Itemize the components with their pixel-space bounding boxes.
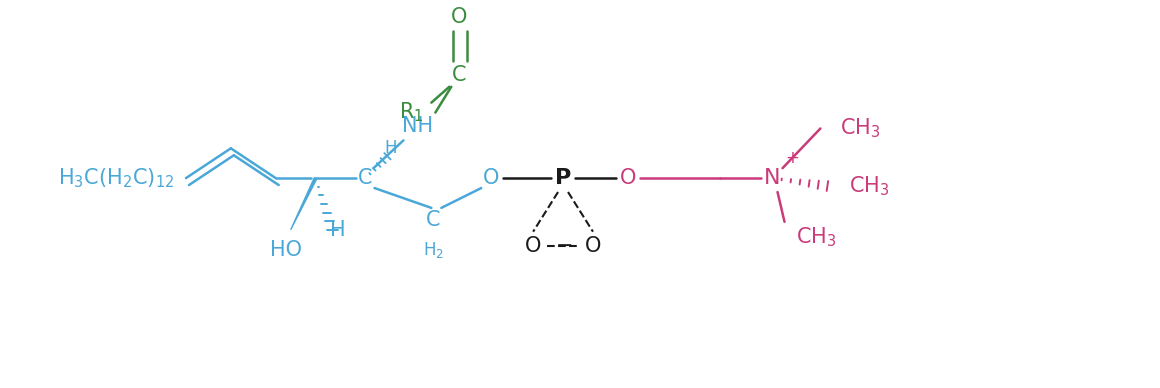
Text: O: O xyxy=(451,7,467,27)
Text: CH$_3$: CH$_3$ xyxy=(797,226,838,249)
Polygon shape xyxy=(291,178,317,230)
Text: C: C xyxy=(452,65,466,85)
Text: CH$_3$: CH$_3$ xyxy=(849,174,890,198)
Text: NH: NH xyxy=(401,116,433,137)
Text: R$_1$: R$_1$ xyxy=(399,101,423,125)
Text: C: C xyxy=(426,210,441,230)
Text: H: H xyxy=(384,139,397,157)
Text: HO: HO xyxy=(270,240,302,260)
Text: O: O xyxy=(619,168,636,188)
Text: CH$_3$: CH$_3$ xyxy=(840,117,880,140)
Text: H$_3$C(H$_2$C)$_{12}$: H$_3$C(H$_2$C)$_{12}$ xyxy=(58,166,174,190)
Text: H: H xyxy=(329,220,346,240)
Text: O: O xyxy=(525,236,542,256)
Text: H$_2$: H$_2$ xyxy=(423,240,444,260)
Text: N: N xyxy=(764,168,781,188)
Text: P: P xyxy=(554,168,571,188)
Text: C: C xyxy=(358,168,372,188)
Text: O: O xyxy=(585,236,601,256)
Text: O: O xyxy=(483,168,500,188)
Text: −: − xyxy=(557,236,574,256)
Text: +: + xyxy=(785,149,799,167)
